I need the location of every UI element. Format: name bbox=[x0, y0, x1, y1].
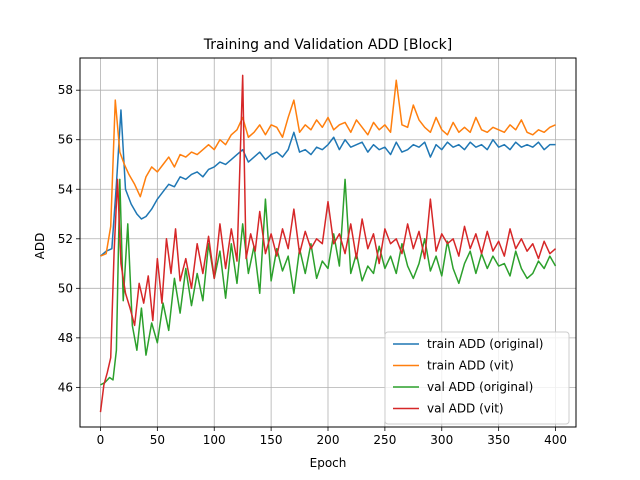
series-layer bbox=[99, 74, 557, 413]
x-tick-label: 100 bbox=[203, 433, 226, 447]
x-tick-label: 200 bbox=[317, 433, 340, 447]
legend-entry-1: train ADD (original) bbox=[427, 337, 543, 351]
legend-entry-3: val ADD (original) bbox=[427, 380, 533, 394]
x-tick-label: 150 bbox=[260, 433, 283, 447]
legend-entry-4: val ADD (vit) bbox=[427, 402, 504, 416]
x-tick-label: 250 bbox=[373, 433, 396, 447]
series-line-2 bbox=[100, 79, 556, 257]
legend-box bbox=[384, 331, 570, 425]
x-tick-label: 350 bbox=[487, 433, 510, 447]
x-tick-label: 300 bbox=[430, 433, 453, 447]
x-tick-label: 50 bbox=[150, 433, 165, 447]
y-tick-label: 50 bbox=[58, 281, 73, 295]
x-axis-ticks: 0 50 100 150 200 250 300 350 400 bbox=[97, 427, 567, 447]
y-tick-label: 56 bbox=[58, 133, 73, 147]
series-line-4 bbox=[99, 74, 557, 413]
legend: train ADD (original) train ADD (vit) val A… bbox=[384, 331, 570, 425]
series-line-3 bbox=[100, 178, 557, 386]
x-axis-label: Epoch bbox=[310, 456, 347, 470]
y-axis-label: ADD bbox=[33, 233, 47, 260]
y-tick-label: 46 bbox=[58, 380, 73, 394]
y-tick-label: 48 bbox=[58, 331, 73, 345]
x-tick-label: 400 bbox=[544, 433, 567, 447]
legend-entry-2: train ADD (vit) bbox=[427, 359, 514, 373]
y-tick-label: 54 bbox=[58, 182, 73, 196]
chart-title: Training and Validation ADD [Block] bbox=[203, 37, 452, 53]
series-line-1 bbox=[99, 109, 556, 257]
y-tick-label: 58 bbox=[58, 83, 73, 97]
x-tick-label: 0 bbox=[97, 433, 105, 447]
y-tick-label: 52 bbox=[58, 232, 73, 246]
y-axis-ticks: 46 48 50 52 54 56 58 bbox=[58, 83, 80, 394]
